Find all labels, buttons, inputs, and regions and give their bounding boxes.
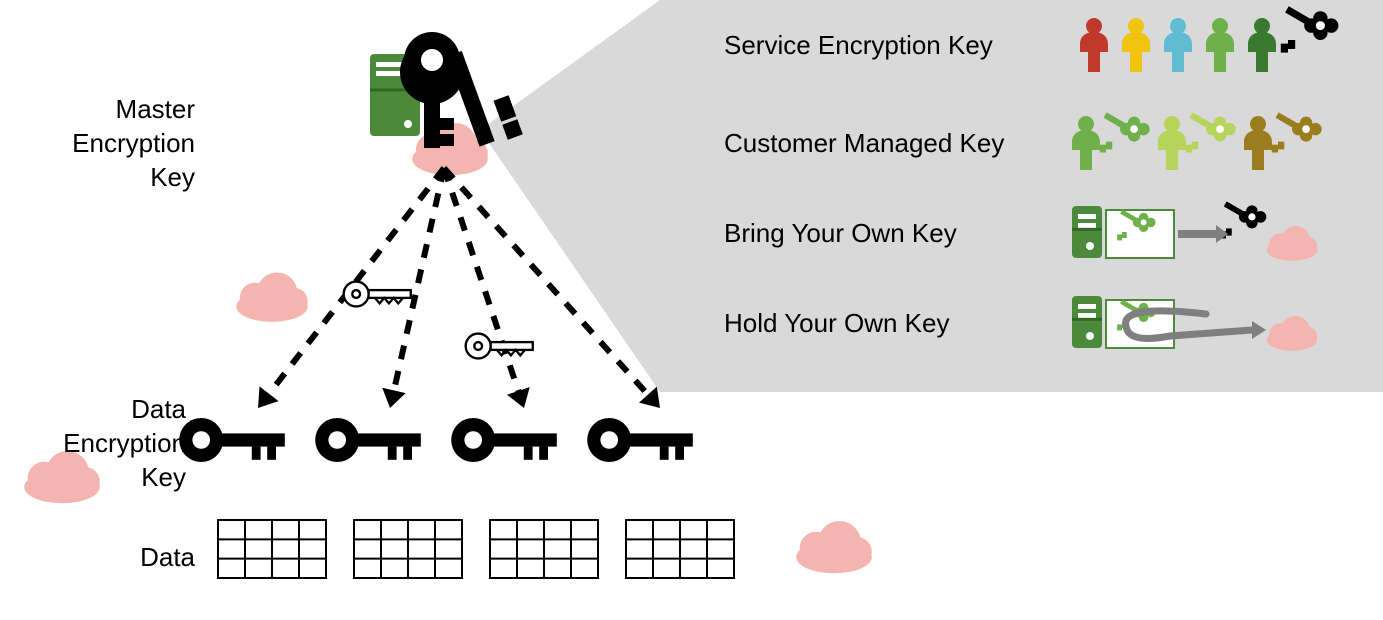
dashed-arrow — [382, 168, 444, 408]
key-icon — [451, 418, 557, 462]
cloud-icon — [236, 273, 307, 322]
dashed-arrow — [444, 168, 530, 408]
label-line: Key — [63, 460, 186, 494]
cloud-icon — [796, 521, 872, 573]
label-line: Data — [140, 540, 195, 574]
server-icon — [1072, 206, 1102, 258]
data-grid — [626, 520, 734, 578]
data-label: Data — [140, 540, 195, 574]
server-icon — [1072, 296, 1102, 348]
legend-row-label: Customer Managed Key — [724, 128, 1004, 159]
master-label: MasterEncryptionKey — [72, 92, 195, 194]
key-icon — [179, 418, 285, 462]
data-grid — [354, 520, 462, 578]
legend-row-label: Hold Your Own Key — [724, 308, 949, 339]
key-outline-icon — [344, 282, 411, 307]
legend-row-label: Service Encryption Key — [724, 30, 993, 61]
key-icon — [587, 418, 693, 462]
data-grid — [218, 520, 326, 578]
dek-label: DataEncryptionKey — [63, 392, 186, 494]
data-grid — [490, 520, 598, 578]
key-icon — [315, 418, 421, 462]
label-line: Encryption — [72, 126, 195, 160]
diagram-canvas — [0, 0, 1383, 620]
label-line: Encryption — [63, 426, 186, 460]
label-line: Key — [72, 160, 195, 194]
label-line: Master — [72, 92, 195, 126]
key-outline-icon — [466, 334, 533, 359]
label-line: Data — [63, 392, 186, 426]
legend-row-label: Bring Your Own Key — [724, 218, 957, 249]
